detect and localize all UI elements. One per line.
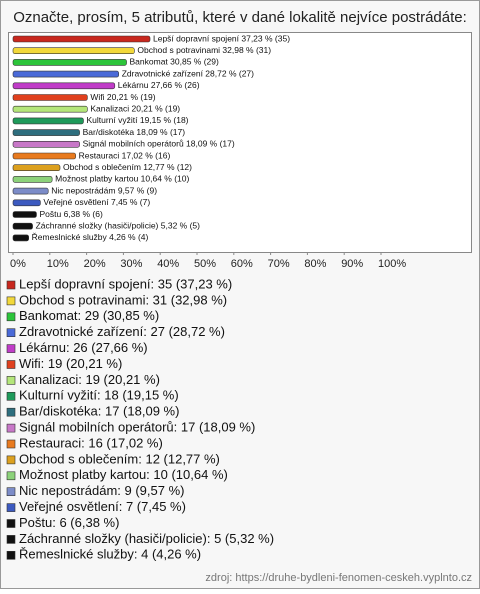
value-label: Lékárnu 27,66 % (26)	[118, 80, 200, 90]
legend-swatch	[6, 280, 16, 290]
legend-swatch	[6, 550, 16, 560]
value-label: Možnost platby kartou 10,64 % (10)	[55, 174, 189, 184]
value-label: Kanalizaci 20,21 % (19)	[90, 103, 180, 113]
bar	[12, 164, 61, 171]
value-label: Kulturní vyžití 19,15 % (18)	[86, 115, 188, 125]
value-label: Obchod s oblečením 12,77 % (12)	[63, 162, 192, 172]
bar	[12, 59, 127, 66]
bar	[12, 105, 88, 113]
x-tick-label: 30%	[120, 258, 142, 270]
legend-swatch	[6, 344, 16, 353]
legend-swatch	[6, 471, 16, 481]
x-tick-label: 0%	[10, 258, 26, 270]
bar	[12, 35, 151, 43]
x-tick-label: 80%	[304, 258, 326, 270]
legend-swatch	[6, 312, 16, 322]
legend-label: Wifi: 19 (20,21 %)	[19, 356, 122, 371]
legend-label: Poštu: 6 (6,38 %)	[19, 515, 119, 530]
bar	[12, 70, 119, 78]
x-tick-label: 40%	[157, 258, 179, 270]
source: zdroj: https://druhe-bydleni-fenomen-ces…	[205, 572, 472, 584]
legend-label: Bankomat: 29 (30,85 %)	[19, 308, 159, 323]
x-tick-label: 90%	[341, 258, 363, 270]
value-label: Zdravotnické zařízení 28,72 % (27)	[122, 68, 254, 78]
value-label: Restauraci 17,02 % (16)	[79, 150, 171, 160]
legend-label: Kanalizaci: 19 (20,21 %)	[19, 372, 160, 387]
bar	[12, 117, 84, 125]
legend-swatch	[6, 407, 16, 417]
legend-swatch	[6, 391, 16, 401]
value-label: Záchranné složky (hasiči/policie) 5,32 %…	[36, 220, 201, 230]
bar	[12, 82, 116, 90]
legend-swatch	[6, 455, 16, 465]
bar	[12, 94, 88, 101]
value-label: Řemeslnické služby 4,26 % (4)	[32, 232, 149, 242]
legend-label: Lékárnu: 26 (27,66 %)	[19, 340, 148, 355]
legend-label: Řemeslnické služby: 4 (4,26 %)	[19, 547, 201, 562]
value-label: Lepší dopravní spojení 37,23 % (35)	[153, 33, 290, 43]
legend-label: Restauraci: 16 (17,02 %)	[19, 435, 163, 450]
legend-label: Kulturní vyžití: 18 (19,15 %)	[19, 388, 179, 403]
legend-swatch	[6, 423, 16, 433]
legend-label: Obchod s oblečením: 12 (12,77 %)	[19, 451, 220, 466]
legend-label: Nic nepostrádám: 9 (9,57 %)	[19, 483, 184, 498]
bar	[12, 199, 41, 207]
x-tick-label: 10%	[47, 258, 69, 270]
bar	[12, 187, 49, 195]
value-label: Nic nepostrádám 9,57 % (9)	[51, 185, 157, 195]
bar	[12, 222, 33, 230]
legend-label: Záchranné složky (hasiči/policie): 5 (5,…	[19, 531, 274, 546]
bar	[12, 152, 76, 160]
bar	[12, 141, 80, 148]
value-label: Bar/diskotéka 18,09 % (17)	[83, 127, 186, 137]
x-tick-label: 100%	[378, 258, 406, 270]
legend-swatch	[6, 503, 16, 512]
legend-label: Signál mobilních operátorů: 17 (18,09 %)	[19, 420, 255, 435]
value-label: Wifi 20,21 % (19)	[90, 92, 155, 102]
chart-title: Označte, prosím, 5 atributů, které v dan…	[13, 9, 467, 26]
plot-area	[8, 32, 472, 253]
value-label: Obchod s potravinami 32,98 % (31)	[137, 45, 271, 55]
legend-swatch	[6, 535, 16, 544]
value-label: Veřejné osvětlení 7,45 % (7)	[43, 197, 150, 207]
x-tick-label: 50%	[194, 258, 216, 270]
legend-swatch	[6, 328, 16, 338]
legend-swatch	[6, 376, 16, 385]
legend-swatch	[6, 439, 16, 449]
legend-label: Bar/diskotéka: 17 (18,09 %)	[19, 404, 179, 419]
legend-label: Obchod s potravinami: 31 (32,98 %)	[19, 292, 227, 307]
legend-swatch	[6, 487, 16, 497]
legend-swatch	[6, 519, 16, 528]
x-tick-label: 60%	[231, 258, 253, 270]
bar	[12, 176, 53, 183]
bar	[12, 211, 37, 218]
legend-label: Možnost platby kartou: 10 (10,64 %)	[19, 467, 228, 482]
bar	[12, 47, 135, 55]
value-label: Signál mobilních operátorů 18,09 % (17)	[83, 139, 235, 149]
bar	[12, 234, 29, 242]
legend-swatch	[6, 360, 16, 369]
value-label: Bankomat 30,85 % (29)	[130, 57, 219, 67]
legend-label: Zdravotnické zařízení: 27 (28,72 %)	[19, 324, 225, 339]
legend-label: Veřejné osvětlení: 7 (7,45 %)	[19, 499, 186, 514]
x-tick-label: 20%	[84, 258, 106, 270]
bar	[12, 129, 80, 136]
legend-label: Lepší dopravní spojení: 35 (37,23 %)	[19, 276, 232, 291]
legend-swatch	[6, 296, 16, 306]
x-tick-label: 70%	[268, 258, 290, 270]
value-label: Poštu 6,38 % (6)	[39, 209, 102, 219]
